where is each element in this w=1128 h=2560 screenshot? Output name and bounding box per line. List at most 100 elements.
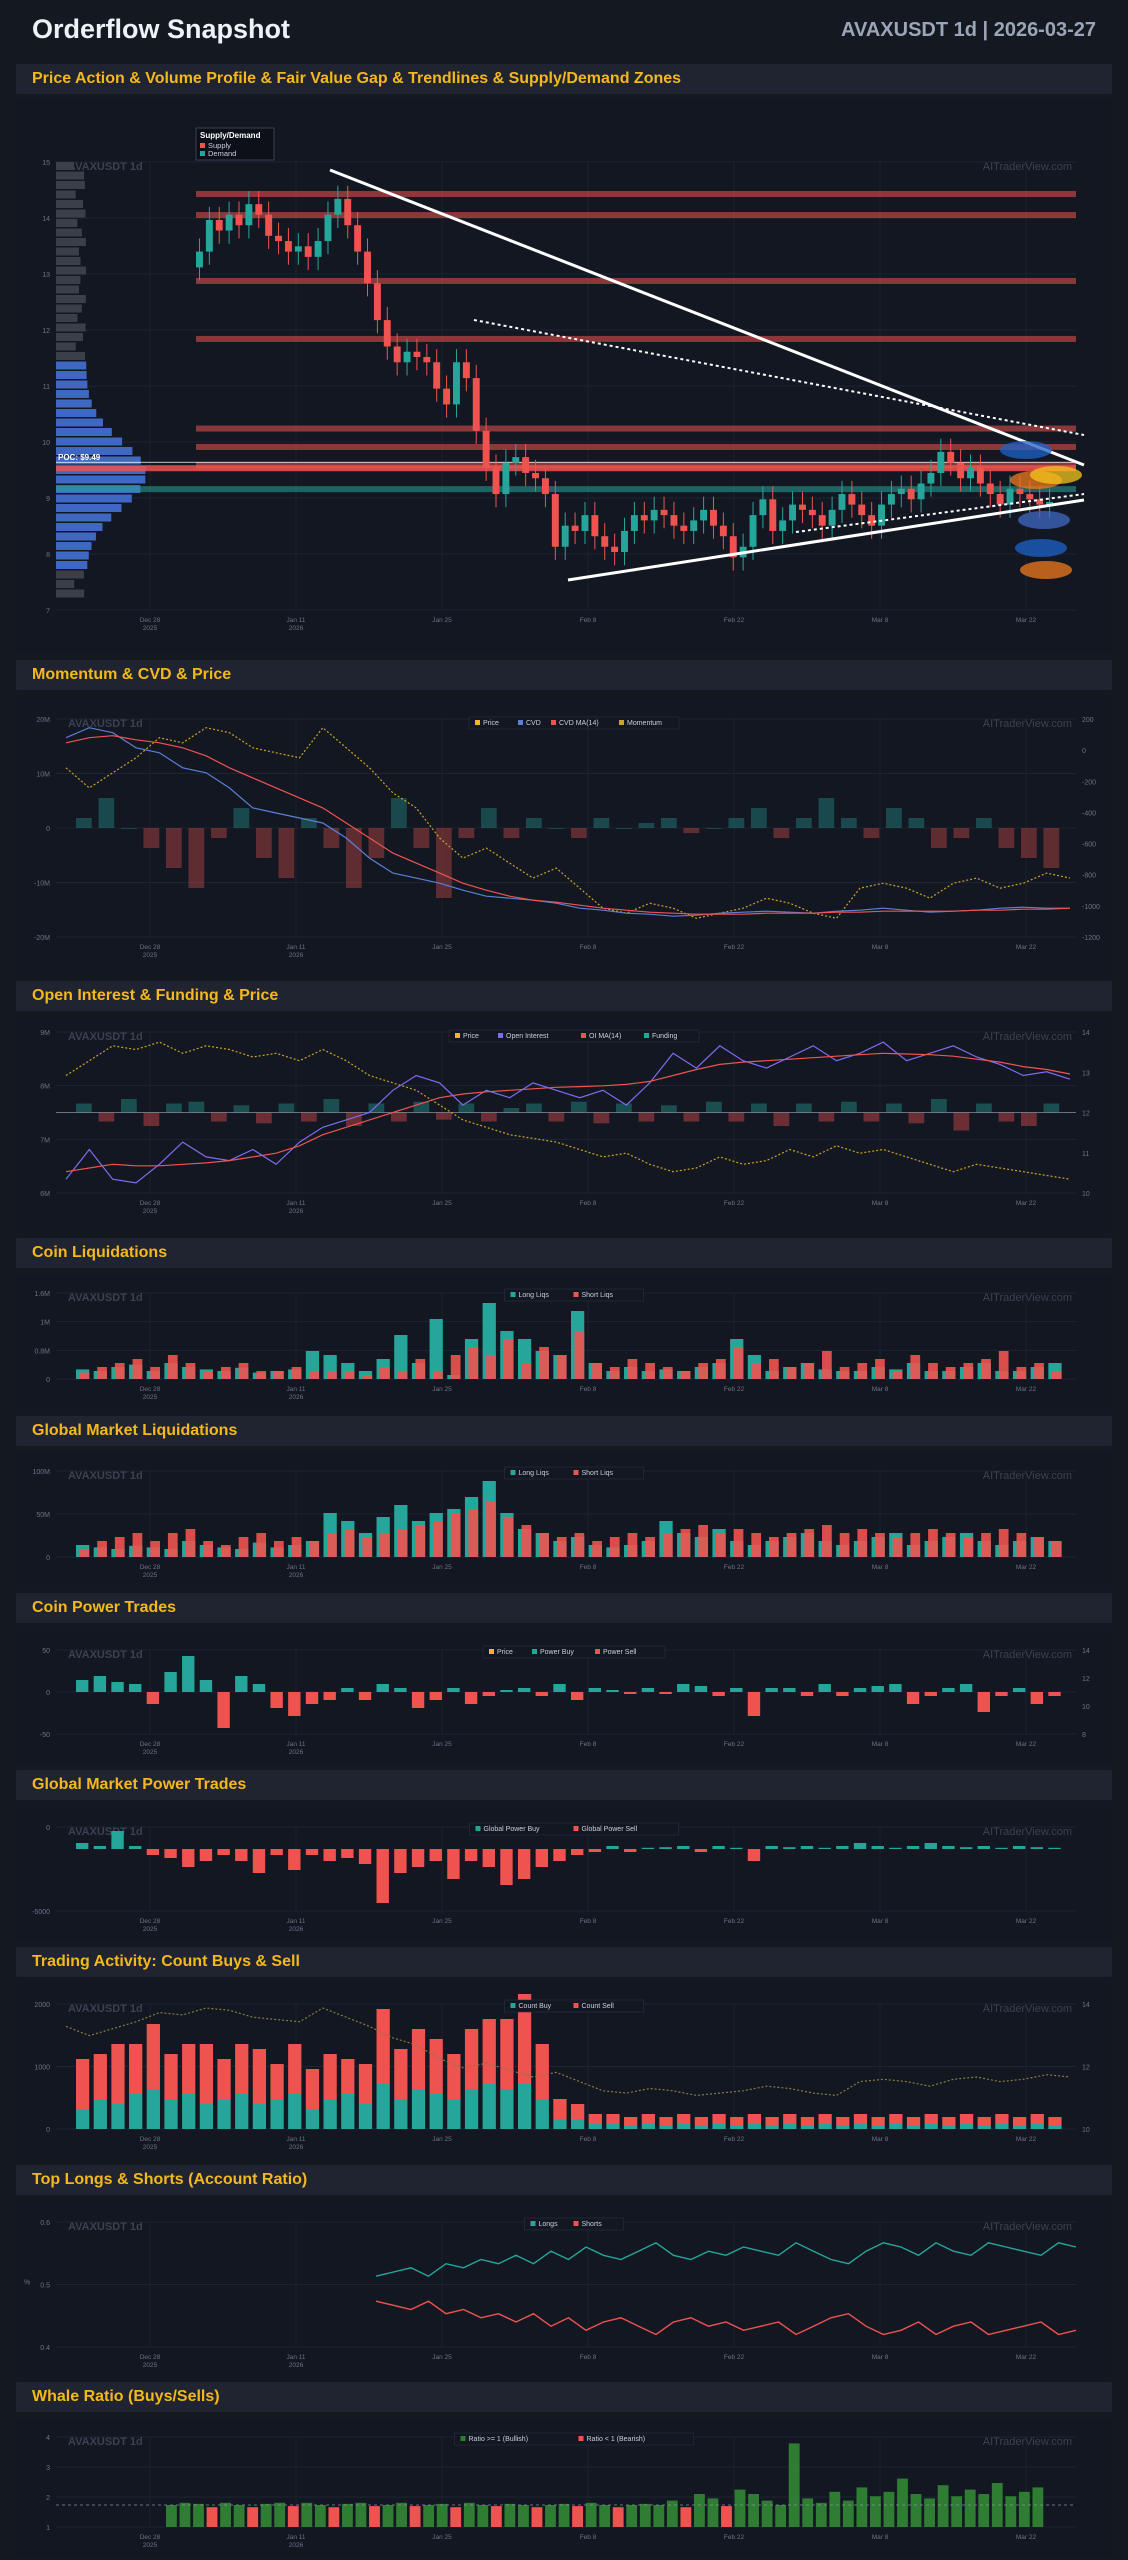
legend-swatch <box>510 1292 516 1297</box>
count-sell-bar <box>588 2114 602 2124</box>
volume-profile-bar <box>56 523 103 531</box>
short-liqs-bar <box>344 1529 355 1557</box>
y-tick-label: 50M <box>36 1512 50 1519</box>
count-buy-bar <box>341 2094 355 2129</box>
x-tick-label: Dec 28 <box>140 2534 161 2541</box>
candle-body <box>275 235 282 242</box>
count-buy-bar <box>447 2099 461 2129</box>
power-trade-bar <box>164 1672 177 1692</box>
global-power-bar <box>376 1849 389 1903</box>
funding-bar <box>571 1101 587 1113</box>
x-tick-label: Dec 28 <box>140 1386 161 1393</box>
funding-bar <box>98 1112 115 1122</box>
funding-bar <box>728 1112 745 1122</box>
power-trade-bar <box>111 1682 124 1692</box>
candle-body <box>284 241 292 252</box>
x-tick-label: Jan 25 <box>432 1741 452 1748</box>
short-liqs-bar <box>167 1533 178 1557</box>
watermark-right: AITraderView.com <box>983 2003 1072 2015</box>
legend-swatch <box>573 2003 579 2008</box>
power-trade-bar <box>818 1684 831 1692</box>
short-liqs-bar <box>1051 1541 1062 1557</box>
legend-label: Global Power Sell <box>582 1826 638 1833</box>
sd-legend-box <box>195 127 275 161</box>
momentum-bar <box>436 828 452 898</box>
momentum-bar <box>616 828 632 829</box>
sd-legend-supply: Supply <box>208 141 231 150</box>
section-title-price: Price Action & Volume Profile & Fair Val… <box>32 70 682 87</box>
short-liqs-bar <box>857 1529 868 1557</box>
power-trade-bar <box>977 1692 990 1712</box>
volume-profile-bar <box>56 513 112 522</box>
candle-body <box>423 357 431 363</box>
candle-body <box>729 536 737 558</box>
x-tick-label: Mar 8 <box>872 944 889 951</box>
short-liqs-bar <box>998 1351 1009 1379</box>
short-liqs-bar <box>574 1331 585 1379</box>
x-tick-label: Feb 22 <box>724 2136 745 2143</box>
whale-bar <box>166 2505 177 2527</box>
candle-body <box>591 515 599 537</box>
global-power-bar <box>1030 1847 1044 1849</box>
whale-bar <box>477 2505 489 2527</box>
y-tick-label: 0 <box>46 1555 50 1562</box>
volume-profile-bar <box>56 295 86 303</box>
whale-bar <box>951 2496 963 2527</box>
count-buy-bar <box>889 2124 903 2129</box>
short-liqs-bar <box>680 1529 691 1557</box>
watermark-right: AITraderView.com <box>983 1470 1072 1482</box>
power-trade-bar <box>783 1688 796 1692</box>
short-liqs-bar <box>857 1363 868 1379</box>
y2-tick-label: 11 <box>1082 1151 1089 1158</box>
short-liqs-bar <box>503 1517 514 1557</box>
watermark-right: AITraderView.com <box>983 1292 1072 1304</box>
global-power-bar <box>182 1849 195 1867</box>
momentum-bar <box>953 828 970 838</box>
y2-tick-label: -1200 <box>1082 935 1100 942</box>
x-tick-label: Jan 11 <box>286 2354 305 2361</box>
volume-profile-bar <box>56 418 103 427</box>
count-sell-bar <box>482 2019 496 2084</box>
whale-bar <box>220 2502 231 2527</box>
count-sell-bar <box>641 2114 655 2124</box>
candle-body <box>354 225 362 252</box>
section-title-global-power: Global Market Power Trades <box>32 1776 247 1793</box>
power-trade-bar <box>535 1692 549 1696</box>
x-tick-year: 2026 <box>289 2542 304 2549</box>
count-sell-bar <box>747 2114 762 2124</box>
funding-bar <box>526 1103 542 1113</box>
count-sell-bar <box>853 2114 868 2124</box>
y-tick-label: 1000 <box>34 2065 50 2072</box>
y-tick-label: 9 <box>46 496 50 503</box>
count-buy-bar <box>730 2125 744 2129</box>
legend-label: Long Liqs <box>519 1292 550 1299</box>
y-tick-label: 4 <box>46 2435 50 2442</box>
x-tick-label: Dec 28 <box>140 1741 161 1748</box>
funding-bar <box>976 1103 992 1113</box>
volume-profile-bar <box>56 504 122 512</box>
global-power-bar <box>76 1843 89 1849</box>
volume-profile-bar <box>56 532 96 541</box>
section-title-whale: Whale Ratio (Buys/Sells) <box>32 2388 220 2405</box>
short-liqs-bar <box>521 1363 532 1379</box>
y-tick-label: 7 <box>46 608 50 615</box>
short-liqs-bar <box>627 1359 638 1379</box>
shorts-line <box>375 2300 1077 2336</box>
global-power-bar <box>942 1846 955 1849</box>
x-tick-year: 2026 <box>289 2362 304 2369</box>
count-sell-bar <box>818 2114 832 2124</box>
power-trade-bar <box>358 1692 372 1700</box>
count-buy-bar <box>959 2124 974 2129</box>
section-title-oi: Open Interest & Funding & Price <box>32 987 279 1004</box>
whale-bar <box>1032 2487 1044 2527</box>
candle-body <box>512 457 520 463</box>
candle-body <box>769 499 777 531</box>
power-trade-bar <box>747 1692 761 1716</box>
y-tick-label: 10 <box>42 440 50 447</box>
candle-body <box>927 472 935 484</box>
volume-profile-bar <box>56 181 85 189</box>
legend-label: Shorts <box>582 2221 603 2228</box>
candle-body <box>660 509 668 516</box>
momentum-bar <box>233 808 250 828</box>
momentum-bar <box>526 818 542 828</box>
